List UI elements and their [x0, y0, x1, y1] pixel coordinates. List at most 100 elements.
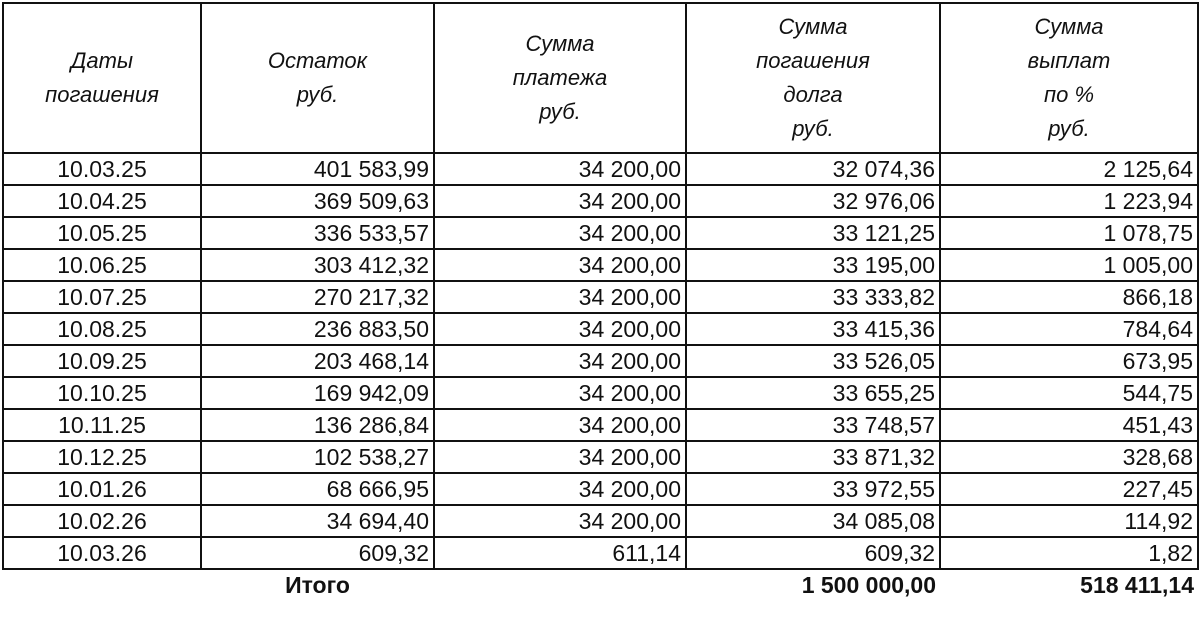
cell-interest: 866,18 — [939, 280, 1199, 314]
table-footer: Итого 1 500 000,00 518 411,14 — [3, 569, 1198, 600]
cell-payment: 34 200,00 — [433, 152, 687, 186]
header-line: погашения — [756, 48, 870, 73]
header-principal: Сумма погашения долга руб. — [685, 2, 941, 154]
header-line: по % — [1043, 82, 1094, 107]
cell-interest: 227,45 — [939, 472, 1199, 506]
cell-principal: 33 526,05 — [685, 344, 941, 378]
cell-interest: 673,95 — [939, 344, 1199, 378]
cell-date: 10.04.25 — [2, 184, 202, 218]
cell-date: 10.03.25 — [2, 152, 202, 186]
header-line: руб. — [792, 116, 834, 141]
cell-interest: 784,64 — [939, 312, 1199, 346]
header-line: платежа — [512, 65, 608, 90]
totals-principal: 1 500 000,00 — [801, 572, 936, 598]
cell-payment: 611,14 — [433, 536, 687, 570]
table-body: 10.03.25 401 583,99 34 200,00 32 074,36 2 12… — [2, 152, 1199, 570]
header-line: руб. — [1048, 116, 1090, 141]
cell-date: 10.10.25 — [2, 376, 202, 410]
cell-payment: 34 200,00 — [433, 472, 687, 506]
table-row: 10.11.25 136 286,84 34 200,00 33 748,57 451,… — [2, 408, 1199, 442]
cell-date: 10.11.25 — [2, 408, 202, 442]
cell-principal: 33 972,55 — [685, 472, 941, 506]
header-line: Сумма — [525, 31, 595, 56]
cell-principal: 33 333,82 — [685, 280, 941, 314]
header-row: Даты погашения Остаток руб. Сумма платеж… — [2, 2, 1199, 154]
cell-balance: 203 468,14 — [200, 344, 435, 378]
cell-interest: 328,68 — [939, 440, 1199, 474]
cell-principal: 32 074,36 — [685, 152, 941, 186]
table-row: 10.04.25 369 509,63 34 200,00 32 976,06 1 22… — [2, 184, 1199, 218]
cell-date: 10.12.25 — [2, 440, 202, 474]
table-row: 10.10.25 169 942,09 34 200,00 33 655,25 544,… — [2, 376, 1199, 410]
table-row: 10.05.25 336 533,57 34 200,00 33 121,25 1 07… — [2, 216, 1199, 250]
table-row: 10.08.25 236 883,50 34 200,00 33 415,36 784,… — [2, 312, 1199, 346]
cell-interest: 1 078,75 — [939, 216, 1199, 250]
cell-balance: 369 509,63 — [200, 184, 435, 218]
cell-date: 10.08.25 — [2, 312, 202, 346]
header-line: Даты — [70, 48, 134, 73]
cell-principal: 33 748,57 — [685, 408, 941, 442]
cell-interest: 114,92 — [939, 504, 1199, 538]
table-row: 10.02.26 34 694,40 34 200,00 34 085,08 114,9… — [2, 504, 1199, 538]
cell-payment: 34 200,00 — [433, 440, 687, 474]
cell-balance: 136 286,84 — [200, 408, 435, 442]
cell-principal: 33 655,25 — [685, 376, 941, 410]
header-line: руб. — [296, 82, 339, 107]
cell-date: 10.06.25 — [2, 248, 202, 282]
cell-balance: 236 883,50 — [200, 312, 435, 346]
totals-empty-cell — [3, 569, 201, 600]
table-row: 10.03.26 609,32 611,14 609,32 1,82 — [2, 536, 1199, 570]
header-line: Сумма — [778, 14, 848, 39]
table-header: Даты погашения Остаток руб. Сумма платеж… — [2, 2, 1199, 154]
header-line: долга — [783, 82, 843, 107]
cell-balance: 270 217,32 — [200, 280, 435, 314]
cell-date: 10.03.26 — [2, 536, 202, 570]
cell-interest: 1 005,00 — [939, 248, 1199, 282]
repayment-schedule-table: Даты погашения Остаток руб. Сумма платеж… — [2, 2, 1199, 600]
header-line: выплат — [1027, 48, 1111, 73]
cell-balance: 303 412,32 — [200, 248, 435, 282]
table-row: 10.09.25 203 468,14 34 200,00 33 526,05 673,… — [2, 344, 1199, 378]
table-row: 10.03.25 401 583,99 34 200,00 32 074,36 2 12… — [2, 152, 1199, 186]
table-row: 10.12.25 102 538,27 34 200,00 33 871,32 328,… — [2, 440, 1199, 474]
cell-payment: 34 200,00 — [433, 376, 687, 410]
cell-date: 10.05.25 — [2, 216, 202, 250]
cell-payment: 34 200,00 — [433, 504, 687, 538]
cell-date: 10.02.26 — [2, 504, 202, 538]
cell-date: 10.01.26 — [2, 472, 202, 506]
header-interest: Сумма выплат по % руб. — [939, 2, 1199, 154]
cell-principal: 34 085,08 — [685, 504, 941, 538]
cell-interest: 1 223,94 — [939, 184, 1199, 218]
header-line: руб. — [539, 99, 581, 124]
header-date: Даты погашения — [2, 2, 202, 154]
cell-principal: 33 121,25 — [685, 216, 941, 250]
cell-balance: 169 942,09 — [200, 376, 435, 410]
cell-interest: 544,75 — [939, 376, 1199, 410]
header-line: Сумма — [1034, 14, 1104, 39]
header-line: Остаток — [267, 48, 368, 73]
table-row: 10.07.25 270 217,32 34 200,00 33 333,82 866,… — [2, 280, 1199, 314]
cell-principal: 33 195,00 — [685, 248, 941, 282]
totals-empty-cell — [434, 569, 686, 600]
header-balance: Остаток руб. — [200, 2, 435, 154]
header-line: погашения — [45, 82, 159, 107]
cell-date: 10.07.25 — [2, 280, 202, 314]
cell-principal: 609,32 — [685, 536, 941, 570]
cell-payment: 34 200,00 — [433, 408, 687, 442]
cell-payment: 34 200,00 — [433, 280, 687, 314]
cell-principal: 33 871,32 — [685, 440, 941, 474]
cell-payment: 34 200,00 — [433, 344, 687, 378]
totals-row: Итого 1 500 000,00 518 411,14 — [3, 569, 1198, 600]
cell-payment: 34 200,00 — [433, 184, 687, 218]
cell-interest: 1,82 — [939, 536, 1199, 570]
cell-balance: 102 538,27 — [200, 440, 435, 474]
cell-balance: 34 694,40 — [200, 504, 435, 538]
cell-payment: 34 200,00 — [433, 312, 687, 346]
cell-principal: 33 415,36 — [685, 312, 941, 346]
cell-balance: 609,32 — [200, 536, 435, 570]
cell-balance: 68 666,95 — [200, 472, 435, 506]
table-row: 10.06.25 303 412,32 34 200,00 33 195,00 1 00… — [2, 248, 1199, 282]
header-payment: Сумма платежа руб. — [433, 2, 687, 154]
cell-date: 10.09.25 — [2, 344, 202, 378]
cell-interest: 2 125,64 — [939, 152, 1199, 186]
